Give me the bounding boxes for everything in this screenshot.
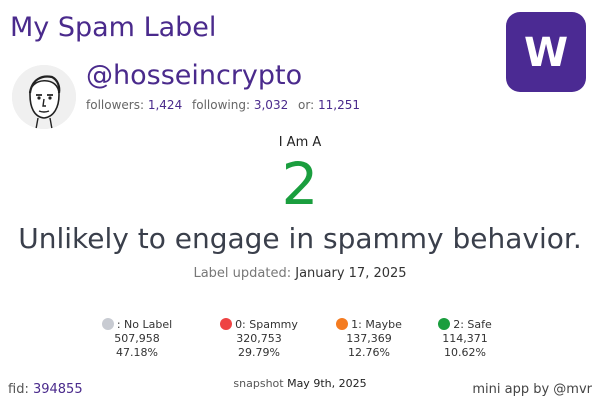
spam-label-value: 2: [281, 150, 319, 218]
followers-count: 1,424: [147, 98, 183, 112]
snapshot-label: snapshot: [233, 377, 284, 390]
avatar[interactable]: [12, 65, 76, 129]
legend-percent: 12.76%: [348, 346, 390, 359]
or-label: or:: [298, 98, 315, 112]
legend-item-spammy: 0: Spammy 320,753 29.79%: [204, 318, 314, 360]
app-title: My Spam Label: [10, 12, 217, 43]
no-label-dot-icon: [101, 318, 114, 330]
legend-label: 0: Spammy: [235, 318, 298, 331]
or-count: 11,251: [317, 98, 360, 112]
label-updated-date: January 17, 2025: [295, 266, 407, 281]
fid-value: 394855: [32, 382, 83, 397]
legend-label: 2: Safe: [453, 318, 492, 331]
legend-count: 507,958: [114, 332, 160, 345]
app-logo: W: [506, 12, 586, 92]
fid-label: fid:: [8, 382, 29, 397]
legend-count: 137,369: [346, 332, 392, 345]
profile-handle[interactable]: @hosseincrypto: [86, 60, 303, 91]
snapshot-info: snapshot May 9th, 2025: [0, 377, 600, 390]
legend-count: 320,753: [236, 332, 282, 345]
maybe-dot-icon: [336, 318, 349, 330]
legend-label: 1: Maybe: [351, 318, 402, 331]
label-updated: Label updated: January 17, 2025: [0, 266, 600, 281]
legend-item-no-label: : No Label 507,958 47.18%: [82, 318, 192, 360]
spammy-dot-icon: [220, 318, 233, 330]
legend-percent: 47.18%: [116, 346, 158, 359]
legend-percent: 10.62%: [444, 346, 486, 359]
snapshot-date: May 9th, 2025: [287, 377, 367, 390]
label-updated-caption: Label updated:: [193, 266, 292, 281]
legend-count: 114,371: [442, 332, 488, 345]
following-label: following:: [192, 98, 251, 112]
avatar-face-icon: [12, 65, 76, 129]
safe-dot-icon: [438, 318, 451, 330]
legend-percent: 29.79%: [238, 346, 280, 359]
profile-stats: followers: 1,424 following: 3,032 or: 11…: [86, 98, 366, 112]
legend-label: : No Label: [116, 318, 173, 331]
following-count: 3,032: [253, 98, 289, 112]
legend-item-safe: 2: Safe 114,371 10.62%: [410, 318, 520, 360]
label-intro: I Am A: [278, 135, 322, 150]
label-description: Unlikely to engage in spammy behavior.: [18, 222, 582, 255]
followers-label: followers:: [86, 98, 145, 112]
mini-app-credit[interactable]: mini app by @mvr: [472, 382, 592, 397]
legend-item-maybe: 1: Maybe 137,369 12.76%: [314, 318, 424, 360]
fid-info: fid: 394855: [8, 382, 83, 397]
logo-letter: W: [523, 30, 569, 76]
